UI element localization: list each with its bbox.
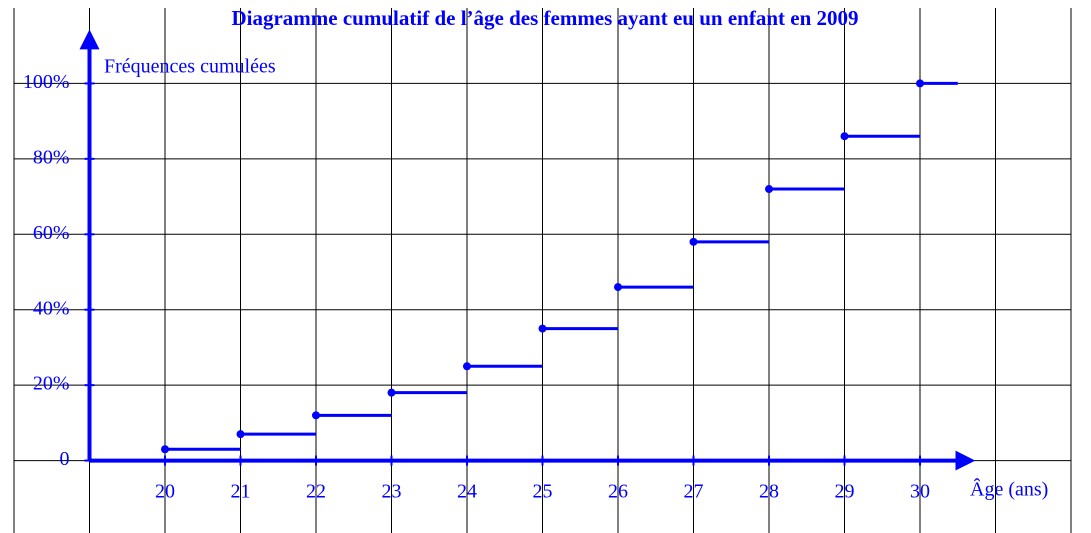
x-tick-label: 27 xyxy=(684,481,704,503)
step-point xyxy=(538,324,547,333)
y-tick-label: 60% xyxy=(33,222,70,244)
step-point xyxy=(236,430,245,439)
x-tick-label: 22 xyxy=(306,481,326,503)
step-point xyxy=(614,283,622,292)
y-tick-label: 40% xyxy=(33,297,70,319)
step-point xyxy=(463,362,471,371)
x-tick-label: 20 xyxy=(155,481,175,503)
y-tick-label: 100% xyxy=(23,71,70,93)
x-tick-label: 23 xyxy=(382,481,402,503)
step-point xyxy=(765,185,773,194)
y-axis-label: Fréquences cumulées xyxy=(104,56,276,78)
step-point xyxy=(840,132,849,141)
step-point xyxy=(161,445,169,454)
x-tick-label: 25 xyxy=(533,481,553,503)
y-tick-label: 0 xyxy=(60,448,70,470)
x-tick-label: 30 xyxy=(910,481,930,503)
step-point xyxy=(312,411,320,420)
y-tick-label: 80% xyxy=(33,146,70,168)
x-tick-label: 24 xyxy=(457,481,477,503)
step-point xyxy=(916,79,924,88)
x-tick-label: 29 xyxy=(835,481,855,503)
step-point xyxy=(387,388,396,397)
x-tick-label: 26 xyxy=(608,481,628,503)
chart-title: Diagramme cumulatif de l’âge des femmes … xyxy=(231,6,858,30)
y-tick-label: 20% xyxy=(33,373,70,395)
x-tick-label: 28 xyxy=(759,481,779,503)
x-axis-label: Âge (ans) xyxy=(970,478,1048,501)
x-tick-label: 21 xyxy=(231,481,251,503)
step-point xyxy=(689,237,698,246)
